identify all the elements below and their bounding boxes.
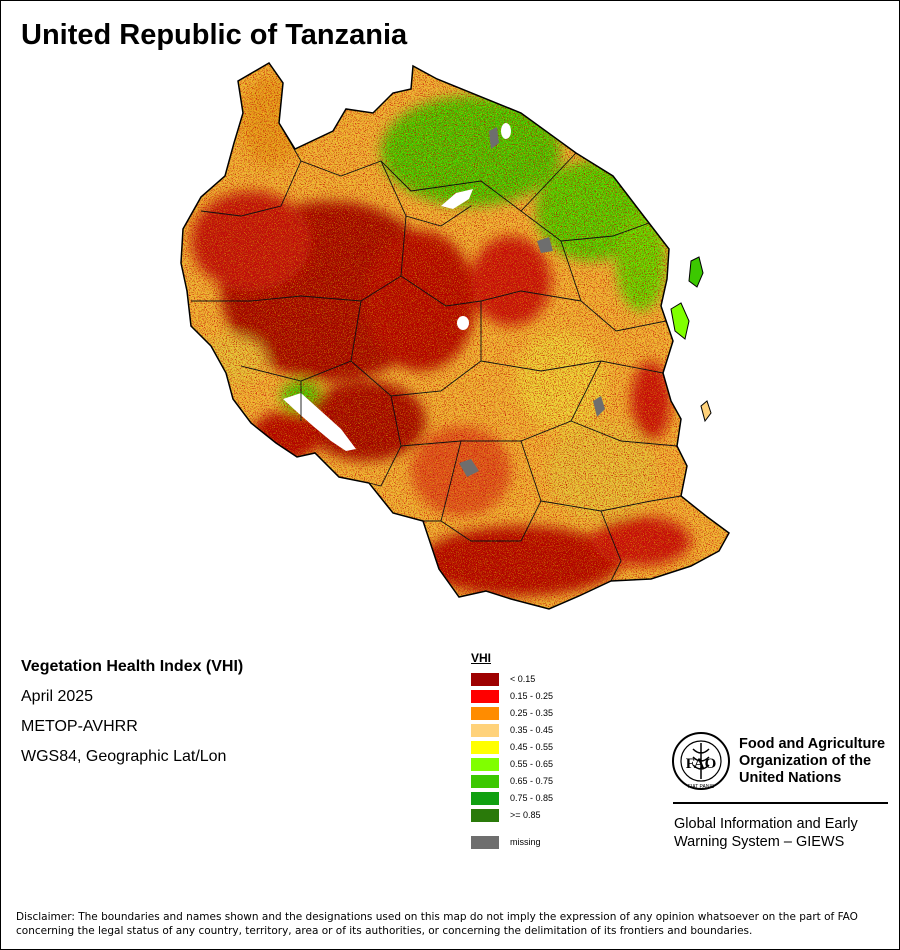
fao-logo-icon: FAO FIAT PANIS	[672, 732, 730, 790]
legend-label: 0.15 - 0.25	[510, 691, 554, 701]
admin-boundaries	[191, 122, 682, 582]
map-title: United Republic of Tanzania	[21, 19, 408, 51]
legend-swatch	[471, 758, 499, 771]
legend-label: 0.65 - 0.75	[510, 776, 554, 786]
legend-title: VHI	[471, 651, 492, 665]
legend-swatch	[471, 836, 499, 849]
disclaimer: Disclaimer: The boundaries and names sho…	[16, 910, 886, 938]
legend-swatch	[471, 741, 499, 754]
legend-swatch	[471, 690, 499, 703]
sensor: METOP-AVHRR	[21, 718, 138, 735]
fao-logo-text: FAO	[686, 756, 717, 772]
legend-label: 0.35 - 0.45	[510, 725, 554, 735]
legend-swatch	[471, 673, 499, 686]
fao-name-line3: United Nations	[739, 770, 842, 786]
legend-label: >= 0.85	[510, 810, 541, 820]
divider	[673, 802, 888, 804]
fao-name-line2: Organization of the	[739, 753, 872, 769]
disclaimer-line1: Disclaimer: The boundaries and names sho…	[16, 911, 858, 923]
legend-swatch	[471, 792, 499, 805]
legend-label: 0.75 - 0.85	[510, 793, 554, 803]
vhi-raster	[181, 63, 729, 609]
legend-label: missing	[510, 837, 541, 847]
legend-label: < 0.15	[510, 674, 536, 684]
legend-label: 0.45 - 0.55	[510, 742, 554, 752]
legend-swatch	[471, 809, 499, 822]
legend-label: 0.55 - 0.65	[510, 759, 554, 769]
index-name: Vegetation Health Index (VHI)	[21, 658, 244, 675]
fao-name-line1: Food and Agriculture	[739, 736, 886, 752]
giews-name: Global Information and Early Warning Sys…	[674, 815, 858, 851]
legend-swatch	[471, 775, 499, 788]
projection: WGS84, Geographic Lat/Lon	[21, 748, 227, 765]
legend-swatch	[471, 724, 499, 737]
disclaimer-line2: concerning the legal status of any count…	[16, 925, 753, 937]
fao-logo-motto: FIAT PANIS	[688, 784, 715, 790]
legend-label: 0.25 - 0.35	[510, 708, 554, 718]
giews-line1: Global Information and Early	[674, 816, 858, 832]
legend-swatch	[471, 707, 499, 720]
islands	[670, 256, 712, 423]
fao-name: Food and Agriculture Organization of the…	[739, 736, 885, 787]
giews-line2: Warning System – GIEWS	[674, 834, 845, 850]
period: April 2025	[21, 688, 94, 705]
